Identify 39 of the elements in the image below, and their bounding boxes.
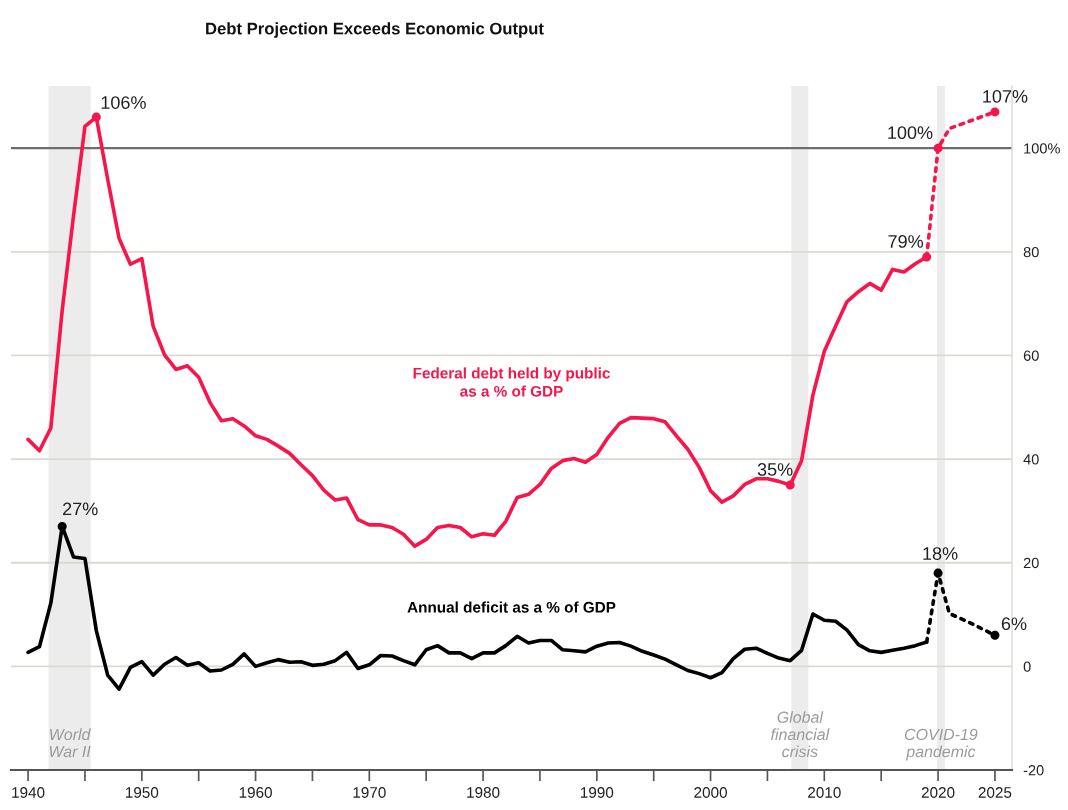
y-tick-label: 100% (1024, 143, 1060, 154)
y-tick-label: 80 (1023, 246, 1039, 258)
x-tick-label: 1990 (580, 787, 614, 798)
point (922, 252, 932, 262)
chart-title: Debt Projection Exceeds Economic Output (206, 22, 544, 38)
data-label: 79% (888, 235, 924, 248)
data-label: 35% (757, 463, 793, 476)
y-tick-label: 0 (1023, 661, 1031, 672)
band-label: World War II (49, 728, 91, 758)
series-label: Federal debt held by public as a % of GDP (413, 367, 610, 397)
data-label: 27% (63, 502, 98, 516)
band-label: COVID-19 pandemic (904, 728, 978, 761)
y-tick-label: 20 (1023, 557, 1039, 569)
y-tick-label: 40 (1023, 454, 1039, 465)
x-tick-label: 1970 (353, 787, 386, 798)
x-tick-label: 1960 (239, 787, 272, 798)
x-tick-label: 2000 (694, 787, 727, 798)
band-label: Global financial crisis (771, 711, 830, 758)
x-tick-label: 2025 (978, 787, 1012, 798)
series-label: Annual deficit as a % of GDP (407, 601, 616, 613)
data-label: 107% (983, 89, 1028, 103)
point (57, 521, 67, 531)
point (91, 112, 101, 122)
point (785, 480, 795, 490)
x-tick-label: 2020 (921, 787, 955, 798)
data-label: 106% (101, 96, 146, 109)
x-tick-label: 1950 (125, 787, 159, 798)
y-tick-label: -20 (1023, 765, 1044, 776)
data-label: 100% (888, 126, 933, 140)
data-label: 18% (923, 547, 958, 560)
x-tick-label: 1940 (12, 787, 45, 798)
point (933, 143, 943, 153)
point (990, 107, 1000, 117)
point (990, 630, 1000, 640)
data-label: 6% (1001, 617, 1027, 631)
y-tick-label: 60 (1023, 350, 1039, 361)
x-tick-label: 1980 (467, 787, 500, 798)
point (933, 568, 943, 578)
x-tick-label: 2010 (808, 787, 841, 798)
